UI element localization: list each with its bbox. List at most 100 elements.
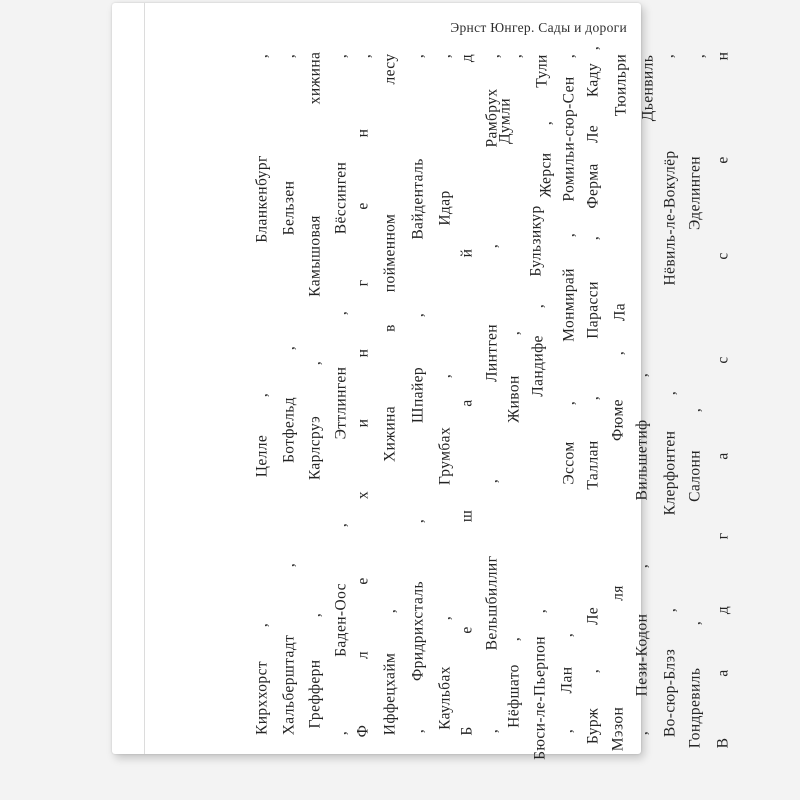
comma: , [332,53,350,59]
place-word: Бульзикур [527,205,545,277]
spaced-letter: ш [458,509,476,523]
place-word: Ландифе [529,335,547,397]
comma: , [633,563,651,569]
comma: , [483,243,501,249]
spaced-letter: е [354,577,372,585]
comma: , [537,120,555,126]
comma: , [560,232,578,238]
place-word: Думли [496,98,514,144]
comma: , [485,53,503,59]
place-word: Линтген [483,323,501,383]
comma: , [505,330,523,336]
comma: , [280,53,298,59]
comma: , [280,562,298,568]
place-word: Пези-Кодон [633,613,651,697]
comma: , [436,373,454,379]
place-word: Ботфельд [280,396,298,464]
spaced-letter: н [354,128,372,138]
page-crease-line [144,3,145,754]
comma: , [661,390,679,396]
spaced-letter: н [714,51,732,61]
place-word: лесу [381,53,399,85]
comma: , [690,53,708,59]
place-word: Баден-Оос [332,583,350,657]
comma: , [436,53,454,59]
comma: , [436,615,454,621]
comma: , [584,235,602,241]
comma: , [409,728,427,734]
comma: , [381,608,399,614]
comma: , [558,632,576,638]
place-word: Жерси [537,152,555,198]
place-word: хижина [306,51,324,105]
place-word: Карлсруэ [306,415,324,481]
place-word: Нёфшато [505,664,523,728]
place-word: Камышовая [306,215,324,297]
map-layer: Кирххорст, Целле, Бланкенбург, Хальберштадт… [112,3,731,760]
place-word: Вельшбиллиг [483,555,501,651]
comma: , [306,612,324,618]
place-word: Грефферн [306,659,324,729]
place-word: Тули [533,54,551,88]
comma: , [633,730,651,736]
spaced-letter: Б [458,726,476,736]
comma: , [661,607,679,613]
spaced-letter: Ф [354,724,372,738]
place-word: Грумбах [436,426,454,486]
spaced-letter: х [354,490,372,500]
comma: , [584,395,602,401]
place-word: Монмирай [560,268,578,342]
place-word: ля [609,585,627,601]
place-word: Бельзен [280,180,298,236]
spaced-letter: а [714,452,732,460]
place-word: Вильшетиф [633,419,651,501]
place-word: Клерфонтен [661,430,679,516]
place-word: Ферма [584,163,602,209]
comma: , [507,53,525,59]
comma: , [306,360,324,366]
comma: , [686,620,704,626]
place-word: Нёвиль-ле-Вокулёр [661,150,679,286]
place-word: Шпайер [409,366,427,424]
comma: , [332,310,350,316]
comma: , [409,312,427,318]
comma: , [584,668,602,674]
book-page: Эрнст Юнгер. Сады и дороги Кирххорст, Цел… [112,3,731,760]
comma: , [505,636,523,642]
place-word: Тюильри [612,53,630,117]
spaced-letter: н [354,348,372,358]
place-word: Эссом [560,441,578,485]
comma: , [659,53,677,59]
running-header: Эрнст Юнгер. Сады и дороги [450,20,627,35]
spaced-letter: г [354,279,372,287]
place-word: Ле [584,124,602,144]
spaced-letter: й [458,248,476,258]
place-word: Таллан [584,440,602,490]
place-word: Иффецхайм [381,652,399,736]
place-word: Фридрихсталь [409,581,427,681]
place-word: Хижина [381,405,399,463]
place-word: Бурж [584,707,602,745]
comma: , [332,522,350,528]
spaced-letter: д [458,53,476,63]
comma: , [253,622,271,628]
spaced-letter: д [714,605,732,615]
place-word: Вёссинген [332,161,350,235]
spaced-letter: в [381,324,399,332]
spaced-letter: л [354,650,372,660]
place-word: Каду [584,62,602,98]
place-word: Ле [584,606,602,626]
place-word: Фюме [609,399,627,441]
place-word: Лан [558,666,576,694]
spaced-letter: и [354,418,372,428]
spaced-letter: г [714,532,732,540]
comma: , [483,728,501,734]
comma: , [356,53,374,59]
comma: , [558,728,576,734]
place-word: Бюси-ле-Пьерпон [531,636,549,760]
place-word: Целле [253,434,271,478]
place-word: Вайденталь [409,158,427,240]
comma: , [584,45,602,51]
place-word: пойменном [381,213,399,293]
comma: , [332,730,350,736]
